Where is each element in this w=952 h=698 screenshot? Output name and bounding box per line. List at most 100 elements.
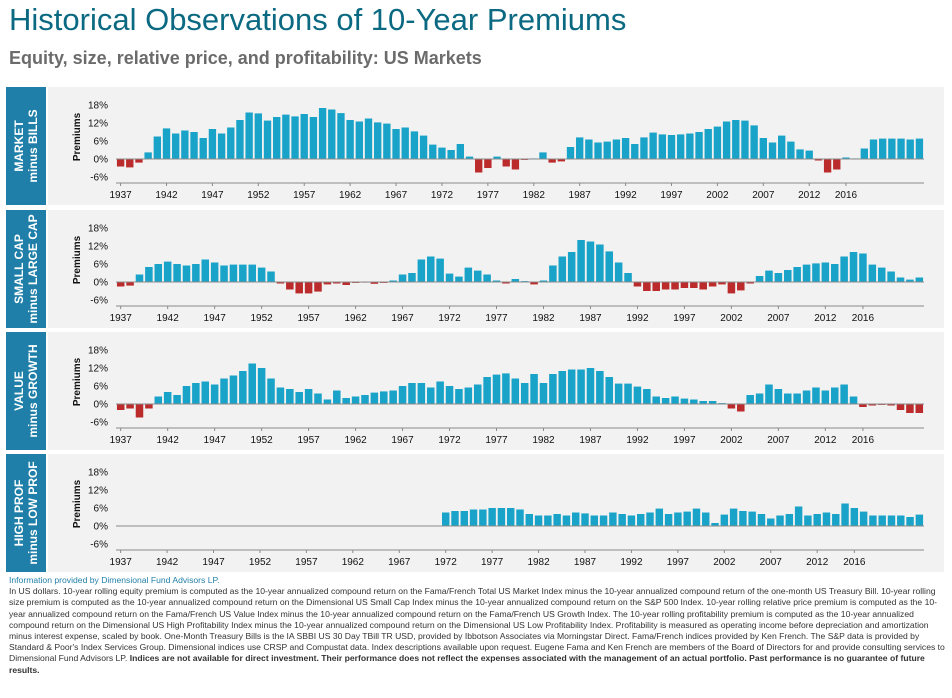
chart-panel-profitability: HIGH PROF minus LOW PROF Premiums -6% 0% 6%… — [6, 454, 944, 572]
bar — [729, 508, 738, 526]
bar — [585, 139, 593, 159]
bar — [906, 517, 914, 526]
bar — [190, 132, 198, 159]
bar — [342, 282, 350, 285]
x-tick-label: 1942 — [155, 190, 178, 201]
bar — [126, 404, 134, 409]
bar — [304, 389, 313, 404]
bar — [239, 264, 247, 282]
bar — [596, 371, 604, 404]
bar — [888, 138, 896, 159]
bar — [172, 133, 180, 159]
page-title: Historical Observations of 10-Year Premi… — [9, 2, 627, 37]
bar — [887, 271, 895, 282]
x-tick-label: 1982 — [527, 557, 550, 568]
bar — [282, 114, 290, 159]
bar — [813, 514, 821, 526]
bar — [915, 277, 924, 282]
bar — [750, 125, 758, 159]
bar — [915, 514, 924, 526]
y-tick-label: 0% — [94, 155, 109, 166]
bar — [711, 523, 719, 526]
bar — [426, 387, 435, 404]
y-tick-label: 6% — [94, 504, 109, 515]
bar — [849, 252, 858, 282]
bar — [624, 383, 632, 404]
bar — [631, 144, 639, 159]
bar — [309, 117, 318, 159]
bar — [796, 149, 804, 159]
bar — [577, 240, 585, 282]
bar — [646, 512, 654, 526]
x-tick-label: 1977 — [477, 190, 500, 201]
bar — [447, 150, 455, 159]
bar — [364, 118, 373, 159]
bar — [229, 375, 238, 404]
bar — [516, 509, 524, 526]
bar — [581, 513, 589, 526]
bar — [455, 389, 463, 404]
y-axis-label: Premiums — [72, 235, 83, 284]
x-tick-label: 1967 — [388, 557, 411, 568]
bar — [765, 270, 773, 282]
y-tick-label: 6% — [94, 137, 109, 148]
x-tick-label: 1982 — [532, 313, 555, 324]
bar — [603, 141, 611, 159]
bar — [746, 282, 754, 284]
bar — [699, 282, 707, 290]
bar — [426, 256, 435, 282]
bar — [784, 393, 792, 404]
bar — [464, 387, 473, 404]
y-tick-label: 0% — [94, 522, 109, 533]
bar — [337, 113, 345, 159]
bar — [181, 130, 189, 159]
bar — [915, 138, 924, 159]
bar — [906, 279, 914, 282]
x-tick-label: 1942 — [156, 557, 179, 568]
bar — [594, 142, 602, 159]
x-tick-label: 1937 — [110, 313, 133, 324]
bar — [605, 377, 614, 404]
bar — [488, 508, 496, 526]
bar — [314, 393, 322, 404]
bar — [869, 515, 877, 526]
bar — [690, 282, 698, 288]
bar — [618, 514, 626, 526]
bar — [473, 270, 482, 282]
x-tick-label: 1962 — [344, 435, 367, 446]
bar — [484, 159, 492, 168]
y-tick-label: 12% — [88, 486, 108, 497]
bar — [419, 135, 428, 159]
bar — [906, 404, 914, 413]
bar — [915, 404, 924, 413]
bar — [401, 127, 409, 159]
bar — [145, 267, 153, 282]
x-tick-label: 1957 — [293, 190, 316, 201]
bar — [757, 514, 766, 526]
bar — [655, 508, 664, 526]
bar — [887, 515, 896, 526]
bar — [720, 514, 729, 526]
bar — [507, 508, 515, 526]
bar — [220, 378, 228, 404]
x-tick-label: 1947 — [201, 190, 224, 201]
bar — [833, 159, 841, 170]
bar — [785, 514, 794, 526]
y-tick-label: 12% — [88, 119, 108, 130]
bar — [328, 109, 336, 159]
bar — [229, 264, 238, 282]
bar — [776, 515, 784, 526]
bar — [699, 401, 707, 404]
bar — [661, 398, 670, 404]
bar — [436, 381, 444, 404]
bar — [572, 512, 580, 526]
bar — [254, 113, 262, 159]
x-tick-label: 1992 — [614, 190, 637, 201]
bar — [633, 282, 642, 287]
bar — [840, 256, 848, 282]
bar — [814, 159, 823, 161]
bar — [380, 391, 388, 404]
bar — [417, 259, 426, 282]
bar — [652, 282, 660, 291]
bar — [784, 270, 792, 282]
